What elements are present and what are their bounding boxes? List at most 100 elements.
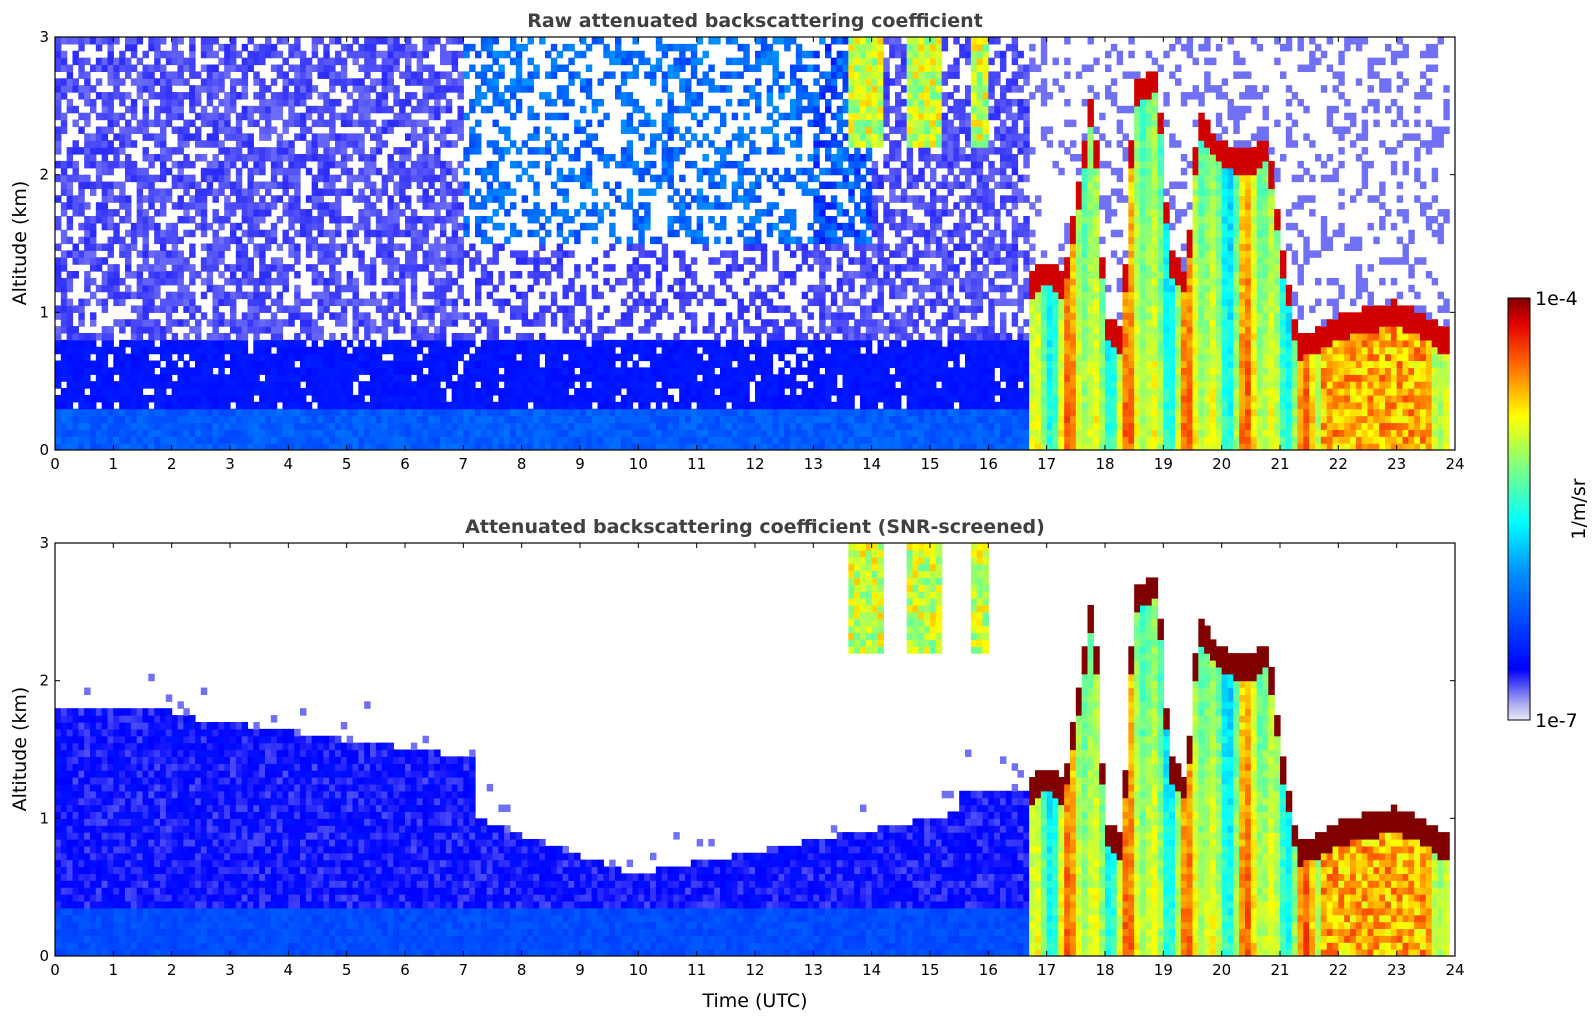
- heatmap-cell: [276, 408, 284, 417]
- heatmap-cell: [265, 401, 272, 410]
- heatmap-cell: [300, 422, 307, 430]
- heatmap-cell: [690, 133, 698, 141]
- heatmap-cell: [259, 257, 266, 265]
- heatmap-cell: [90, 85, 97, 93]
- heatmap-cell: [305, 298, 313, 307]
- heatmap-cell: [445, 202, 453, 210]
- heatmap-cell: [510, 443, 517, 450]
- heatmap-cell: [72, 243, 79, 251]
- heatmap-cell: [323, 305, 330, 313]
- heatmap-cell: [475, 346, 482, 355]
- heatmap-cell: [340, 374, 348, 382]
- heatmap-cell: [235, 50, 243, 59]
- heatmap-cell: [329, 394, 336, 403]
- heatmap-cell: [632, 436, 639, 444]
- heatmap-cell: [743, 85, 750, 93]
- heatmap-cell: [136, 167, 144, 176]
- heatmap-cell: [603, 429, 610, 437]
- heatmap-cell: [708, 339, 715, 348]
- heatmap-cell: [305, 326, 313, 334]
- heatmap-cell: [311, 140, 319, 148]
- heatmap-cell: [755, 57, 762, 66]
- heatmap-cell: [690, 367, 698, 375]
- heatmap-cell: [142, 408, 149, 417]
- heatmap-cell: [585, 429, 593, 437]
- heatmap-cell: [375, 298, 383, 307]
- heatmap-cell: [463, 154, 470, 162]
- heatmap-cell: [737, 312, 744, 320]
- heatmap-cell: [370, 98, 377, 107]
- heatmap-cell: [632, 374, 639, 382]
- heatmap-cell: [498, 346, 505, 355]
- heatmap-cell: [270, 92, 278, 100]
- heatmap-cell: [562, 64, 569, 73]
- heatmap-cell: [650, 388, 657, 396]
- heatmap-cell: [107, 126, 114, 134]
- heatmap-cell: [218, 312, 225, 320]
- heatmap-cell: [545, 443, 552, 450]
- heatmap-cell: [661, 112, 669, 121]
- heatmap-cell: [346, 140, 354, 148]
- heatmap-cell: [556, 92, 564, 100]
- heatmap-cell: [480, 360, 488, 368]
- heatmap-cell: [72, 443, 79, 450]
- heatmap-cell: [113, 112, 120, 121]
- heatmap-cell: [259, 105, 266, 114]
- heatmap-cell: [107, 284, 114, 293]
- heatmap-cell: [498, 222, 505, 231]
- heatmap-cell: [95, 367, 103, 375]
- heatmap-cell: [562, 388, 569, 396]
- heatmap-cell: [405, 195, 412, 203]
- heatmap-cell: [422, 429, 429, 437]
- heatmap-cell: [200, 415, 208, 424]
- heatmap-cell: [259, 243, 266, 251]
- heatmap-cell: [743, 277, 750, 286]
- heatmap-cell: [72, 174, 79, 183]
- heatmap-cell: [165, 105, 173, 114]
- heatmap-cell: [282, 277, 289, 286]
- heatmap-cell: [603, 160, 610, 169]
- heatmap-cell: [772, 202, 779, 210]
- heatmap-cell: [323, 367, 330, 375]
- heatmap-cell: [95, 43, 103, 52]
- heatmap-cell: [766, 98, 774, 107]
- heatmap-cell: [725, 312, 733, 320]
- heatmap-cell: [311, 436, 319, 444]
- heatmap-cell: [434, 436, 441, 444]
- heatmap-cell: [562, 408, 569, 417]
- heatmap-cell: [550, 360, 558, 368]
- heatmap-cell: [130, 374, 138, 382]
- heatmap-cell: [434, 388, 441, 396]
- heatmap-cell: [650, 174, 657, 183]
- heatmap-cell: [288, 181, 295, 190]
- heatmap-cell: [364, 112, 371, 121]
- heatmap-cell: [171, 277, 179, 286]
- heatmap-cell: [790, 215, 797, 224]
- heatmap-cell: [288, 119, 295, 128]
- heatmap-cell: [760, 360, 768, 368]
- heatmap-cell: [690, 408, 698, 417]
- heatmap-cell: [230, 388, 237, 396]
- heatmap-cell: [632, 243, 639, 251]
- heatmap-cell: [655, 374, 663, 382]
- heatmap-cell: [247, 422, 254, 430]
- heatmap-cell: [387, 271, 394, 279]
- heatmap-cell: [154, 394, 161, 403]
- heatmap-cell: [335, 374, 342, 382]
- heatmap-cell: [486, 443, 494, 450]
- heatmap-cell: [60, 326, 68, 334]
- heatmap-cell: [760, 408, 768, 417]
- heatmap-cell: [685, 312, 692, 320]
- heatmap-cell: [661, 257, 669, 265]
- heatmap-cell: [603, 401, 610, 410]
- heatmap-cell: [766, 443, 774, 450]
- heatmap-cell: [212, 209, 219, 217]
- heatmap-cell: [177, 381, 184, 389]
- heatmap-cell: [189, 57, 196, 66]
- heatmap-cell: [323, 133, 330, 141]
- heatmap-cell: [335, 98, 342, 107]
- heatmap-cell: [679, 339, 686, 348]
- heatmap-cell: [457, 394, 464, 403]
- heatmap-cell: [725, 381, 733, 389]
- heatmap-cell: [795, 167, 803, 176]
